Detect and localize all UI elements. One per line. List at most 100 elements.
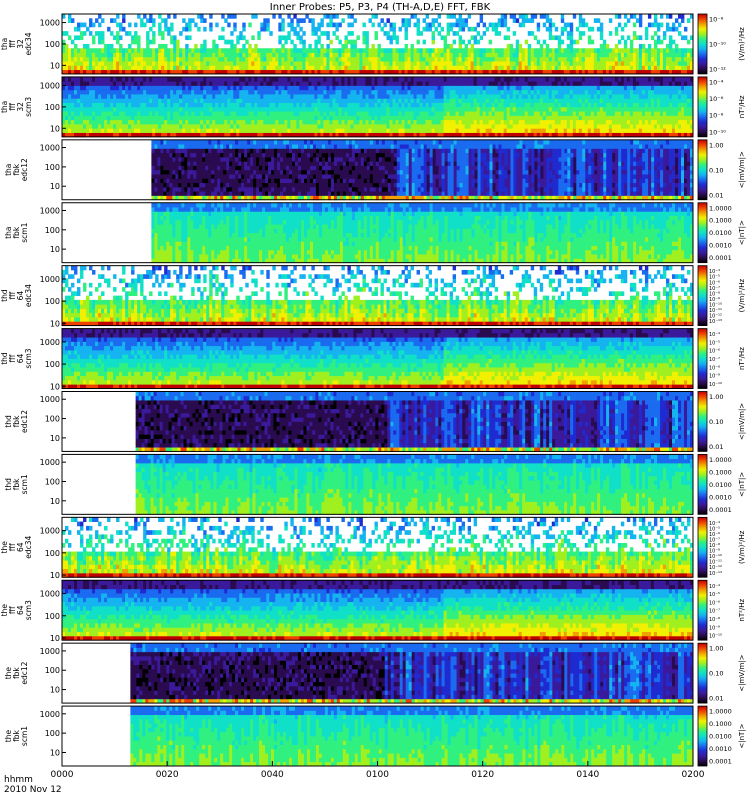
heatmap-cell <box>166 178 170 184</box>
heatmap-cell <box>272 128 276 133</box>
heatmap-cell <box>179 65 183 71</box>
heatmap-cell <box>470 65 475 71</box>
heatmap-cell <box>107 69 111 75</box>
heatmap-cell <box>335 81 339 86</box>
heatmap-cell <box>260 106 264 112</box>
heatmap-cell <box>467 76 472 82</box>
heatmap-cell <box>119 119 123 125</box>
heatmap-cell <box>605 89 610 95</box>
heatmap-cell <box>401 111 405 116</box>
heatmap-cell <box>365 128 369 133</box>
heatmap-cell <box>160 174 164 179</box>
heatmap-cell <box>410 102 414 108</box>
heatmap-cell <box>326 48 330 53</box>
heatmap-cell <box>260 89 264 95</box>
heatmap-cell <box>683 65 688 71</box>
heatmap-cell <box>182 123 186 129</box>
heatmap-cell <box>185 94 189 99</box>
heatmap-cell <box>329 85 333 91</box>
heatmap-cell <box>593 52 598 58</box>
heatmap-cell <box>275 48 279 53</box>
heatmap-cell <box>344 119 348 125</box>
heatmap-cell <box>548 128 553 133</box>
heatmap-cell <box>578 98 583 103</box>
heatmap-cell <box>668 132 673 138</box>
heatmap-cell <box>143 48 147 53</box>
heatmap-cell <box>302 56 306 62</box>
heatmap-cell <box>557 123 562 129</box>
heatmap-cell <box>131 94 135 99</box>
heatmap-cell <box>284 94 288 99</box>
heatmap-cell <box>203 85 207 91</box>
heatmap-cell <box>251 52 255 58</box>
heatmap-cell <box>668 61 673 66</box>
heatmap-cell <box>353 85 357 91</box>
heatmap-cell <box>122 106 126 112</box>
heatmap-cell <box>332 81 336 86</box>
heatmap-cell <box>491 26 496 32</box>
heatmap-cell <box>383 102 387 108</box>
heatmap-cell <box>407 48 411 53</box>
heatmap-cell <box>581 22 586 28</box>
heatmap-cell <box>428 128 432 133</box>
heatmap-cell <box>175 178 179 184</box>
heatmap-cell <box>212 52 216 58</box>
heatmap-cell <box>122 115 126 121</box>
heatmap-cell <box>338 22 342 28</box>
heatmap-cell <box>434 56 438 62</box>
heatmap-cell <box>116 81 120 86</box>
heatmap-cell <box>566 56 571 62</box>
heatmap-cell <box>584 128 589 133</box>
heatmap-cell <box>119 111 123 116</box>
heatmap-cell <box>62 106 66 112</box>
heatmap-cell <box>188 35 192 41</box>
heatmap-cell <box>578 18 583 23</box>
heatmap-cell <box>611 115 616 121</box>
heatmap-cell <box>320 132 324 138</box>
heatmap-cell <box>293 52 297 58</box>
heatmap-cell <box>164 128 168 133</box>
heatmap-cell <box>206 94 210 99</box>
heatmap-cell <box>287 65 291 71</box>
heatmap-cell <box>590 89 595 95</box>
heatmap-cell <box>248 128 252 133</box>
heatmap-cell <box>509 81 514 86</box>
heatmap-cell <box>104 52 108 58</box>
heatmap-cell <box>626 106 631 112</box>
heatmap-cell <box>92 61 96 66</box>
heatmap-cell <box>473 119 478 125</box>
heatmap-cell <box>104 69 108 75</box>
heatmap-cell <box>149 119 153 125</box>
panel-ylabel-line: edc34 <box>24 32 33 55</box>
heatmap-cell <box>533 85 538 91</box>
heatmap-cell <box>515 94 520 99</box>
heatmap-cell <box>89 31 93 36</box>
heatmap-cell <box>164 65 168 71</box>
heatmap-cell <box>509 106 514 112</box>
heatmap-cell <box>380 65 384 71</box>
heatmap-cell <box>428 132 432 138</box>
heatmap-cell <box>344 115 348 121</box>
heatmap-cell <box>407 69 411 75</box>
heatmap-cell <box>275 76 279 82</box>
heatmap-cell <box>233 123 237 129</box>
heatmap-cell <box>386 31 390 36</box>
heatmap-cell <box>77 106 81 112</box>
heatmap-cell <box>200 89 204 95</box>
heatmap-cell <box>644 65 649 71</box>
heatmap-cell <box>524 128 529 133</box>
heatmap-cell <box>269 111 273 116</box>
heatmap-cell <box>146 76 150 82</box>
heatmap-cell <box>569 35 574 41</box>
heatmap-cell <box>131 85 135 91</box>
heatmap-cell <box>233 22 237 28</box>
heatmap-cell <box>323 119 327 125</box>
heatmap-cell <box>440 69 444 75</box>
heatmap-cell <box>170 52 174 58</box>
heatmap-cell <box>464 76 469 82</box>
heatmap-cell <box>602 119 607 125</box>
heatmap-cell <box>659 106 664 112</box>
heatmap-cell <box>425 132 429 138</box>
heatmap-cell <box>509 61 514 66</box>
heatmap-cell <box>641 69 646 75</box>
